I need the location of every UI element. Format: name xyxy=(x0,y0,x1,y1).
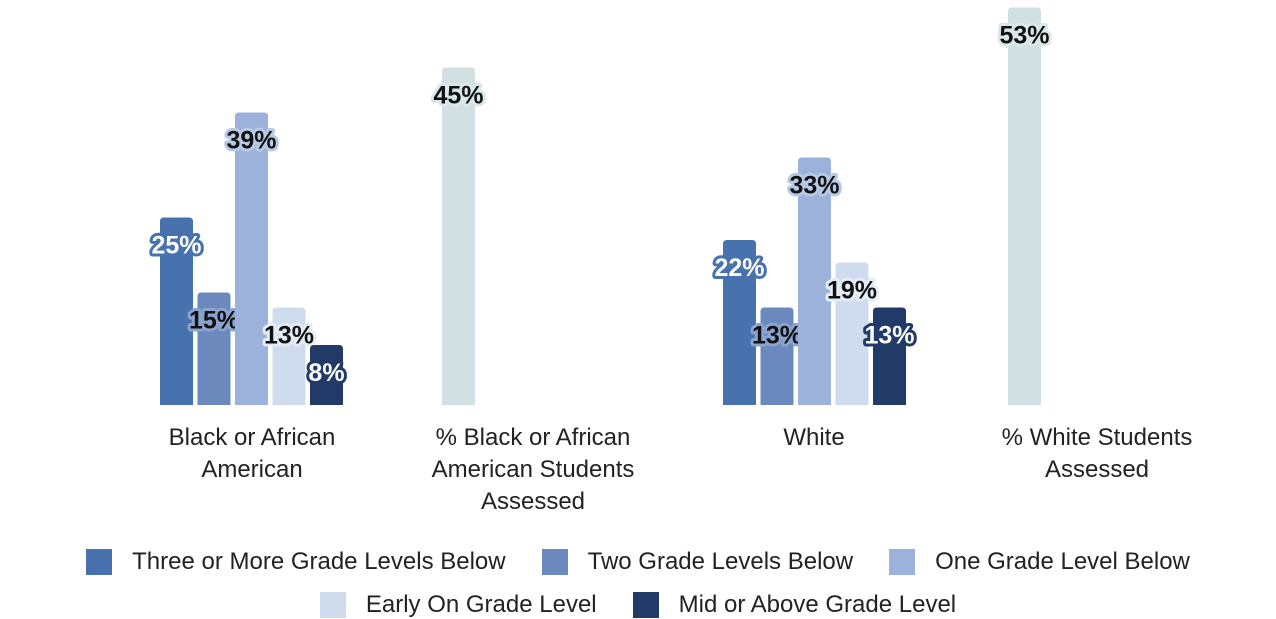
bar-mid-or-above-grade-level-0 xyxy=(310,345,343,405)
grouped-bar-chart: 25% 15% 39% 13% 8% Black or African American 45… xyxy=(148,7,1193,515)
value-label-two-grade-levels-below-0: 15% xyxy=(189,307,239,335)
value-label-assessed-1: 45% xyxy=(433,82,483,110)
value-label-assessed-3: 53% xyxy=(999,22,1049,50)
category-label-0-line-1: American xyxy=(201,456,302,483)
value-label-early-on-grade-level-2: 19% xyxy=(827,277,877,305)
value-label-mid-or-above-grade-level-2: 13% xyxy=(864,322,914,350)
legend-swatch-three-or-more-below xyxy=(86,549,113,575)
bar-three-or-more-grade-levels-below-0 xyxy=(160,217,193,405)
category-label-1-line-1: American Students xyxy=(432,456,635,483)
legend-item-three-or-more-below: Three or More Grade Levels Below xyxy=(86,548,506,576)
bar-one-grade-level-below-2 xyxy=(798,157,831,405)
legend-item-early-on-grade: Early On Grade Level xyxy=(319,591,597,619)
value-label-two-grade-levels-below-2: 13% xyxy=(752,322,802,350)
legend-swatch-one-below xyxy=(889,549,916,575)
category-label-0-line-0: Black or African xyxy=(169,424,336,451)
bar-one-grade-level-below-0 xyxy=(235,112,268,405)
bar-assessed-3 xyxy=(1008,7,1041,405)
category-label-1-line-2: Assessed xyxy=(481,488,585,515)
legend-label-one-below: One Grade Level Below xyxy=(935,548,1190,575)
value-label-mid-or-above-grade-level-0: 8% xyxy=(308,359,344,387)
legend-item-two-below: Two Grade Levels Below xyxy=(541,548,854,576)
legend-item-one-below: One Grade Level Below xyxy=(889,548,1190,576)
bar-group-0: 25% 15% 39% 13% 8% Black or African American xyxy=(148,112,348,483)
bar-assessed-1 xyxy=(442,67,475,405)
legend-label-two-below: Two Grade Levels Below xyxy=(587,548,854,575)
legend-row-2: Early On Grade Level Mid or Above Grade … xyxy=(0,591,1276,619)
category-label-3-line-1: Assessed xyxy=(1045,456,1149,483)
value-label-one-grade-level-below-2: 33% xyxy=(789,172,839,200)
bar-two-grade-levels-below-2 xyxy=(760,307,794,405)
value-label-early-on-grade-level-0: 13% xyxy=(264,322,314,350)
value-label-three-or-more-grade-levels-below-0: 25% xyxy=(151,232,201,260)
legend-label-three-or-more-below: Three or More Grade Levels Below xyxy=(132,548,506,575)
bar-three-or-more-grade-levels-below-2 xyxy=(723,240,756,405)
legend-row-1: Three or More Grade Levels Below Two Gra… xyxy=(0,548,1276,576)
legend-item-mid-or-above: Mid or Above Grade Level xyxy=(632,591,957,619)
bar-early-on-grade-level-0 xyxy=(272,307,306,405)
legend-swatch-mid-or-above xyxy=(632,592,659,618)
bar-group-2: 22% 13% 33% 19% 13% White xyxy=(711,157,918,451)
legend-label-mid-or-above: Mid or Above Grade Level xyxy=(678,591,957,618)
value-label-three-or-more-grade-levels-below-2: 22% xyxy=(714,254,764,282)
bar-mid-or-above-grade-level-2 xyxy=(873,307,906,405)
category-label-1-line-0: % Black or African xyxy=(436,424,631,451)
category-label-2-line-0: White xyxy=(783,424,844,451)
value-label-one-grade-level-below-0: 39% xyxy=(226,127,276,155)
legend-swatch-two-below xyxy=(541,549,568,575)
bar-group-3: 53% % White Students Assessed xyxy=(996,7,1193,483)
bar-group-1: 45% % Black or African American Students As… xyxy=(430,67,635,515)
bar-early-on-grade-level-2 xyxy=(835,262,869,405)
legend-swatch-early-on-grade xyxy=(319,592,346,618)
legend-label-early-on-grade: Early On Grade Level xyxy=(365,591,597,618)
bar-two-grade-levels-below-0 xyxy=(197,292,231,405)
category-label-3-line-0: % White Students xyxy=(1002,424,1193,451)
